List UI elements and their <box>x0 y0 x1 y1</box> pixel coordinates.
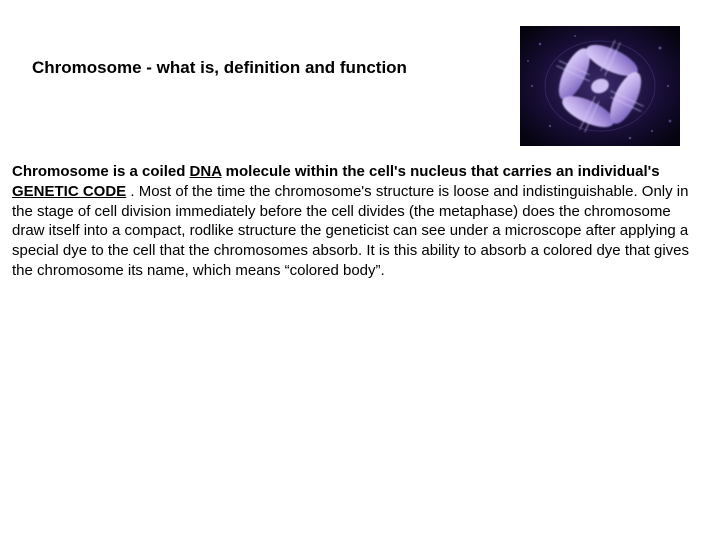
page-title: Chromosome - what is, definition and fun… <box>32 58 407 78</box>
body-paragraph: Chromosome is a coiled DNA molecule with… <box>12 162 705 281</box>
header-row: Chromosome - what is, definition and fun… <box>0 26 720 146</box>
chromosome-illustration <box>520 26 680 146</box>
lead-phrase-1: Chromosome is a coiled <box>12 163 190 180</box>
slide: Chromosome - what is, definition and fun… <box>0 0 720 540</box>
link-dna[interactable]: DNA <box>190 163 222 180</box>
lead-phrase-2: molecule within the cell's nucleus that … <box>222 163 660 180</box>
link-genetic-code[interactable]: GENETIC CODE <box>12 183 126 200</box>
chromosome-image <box>520 26 680 146</box>
